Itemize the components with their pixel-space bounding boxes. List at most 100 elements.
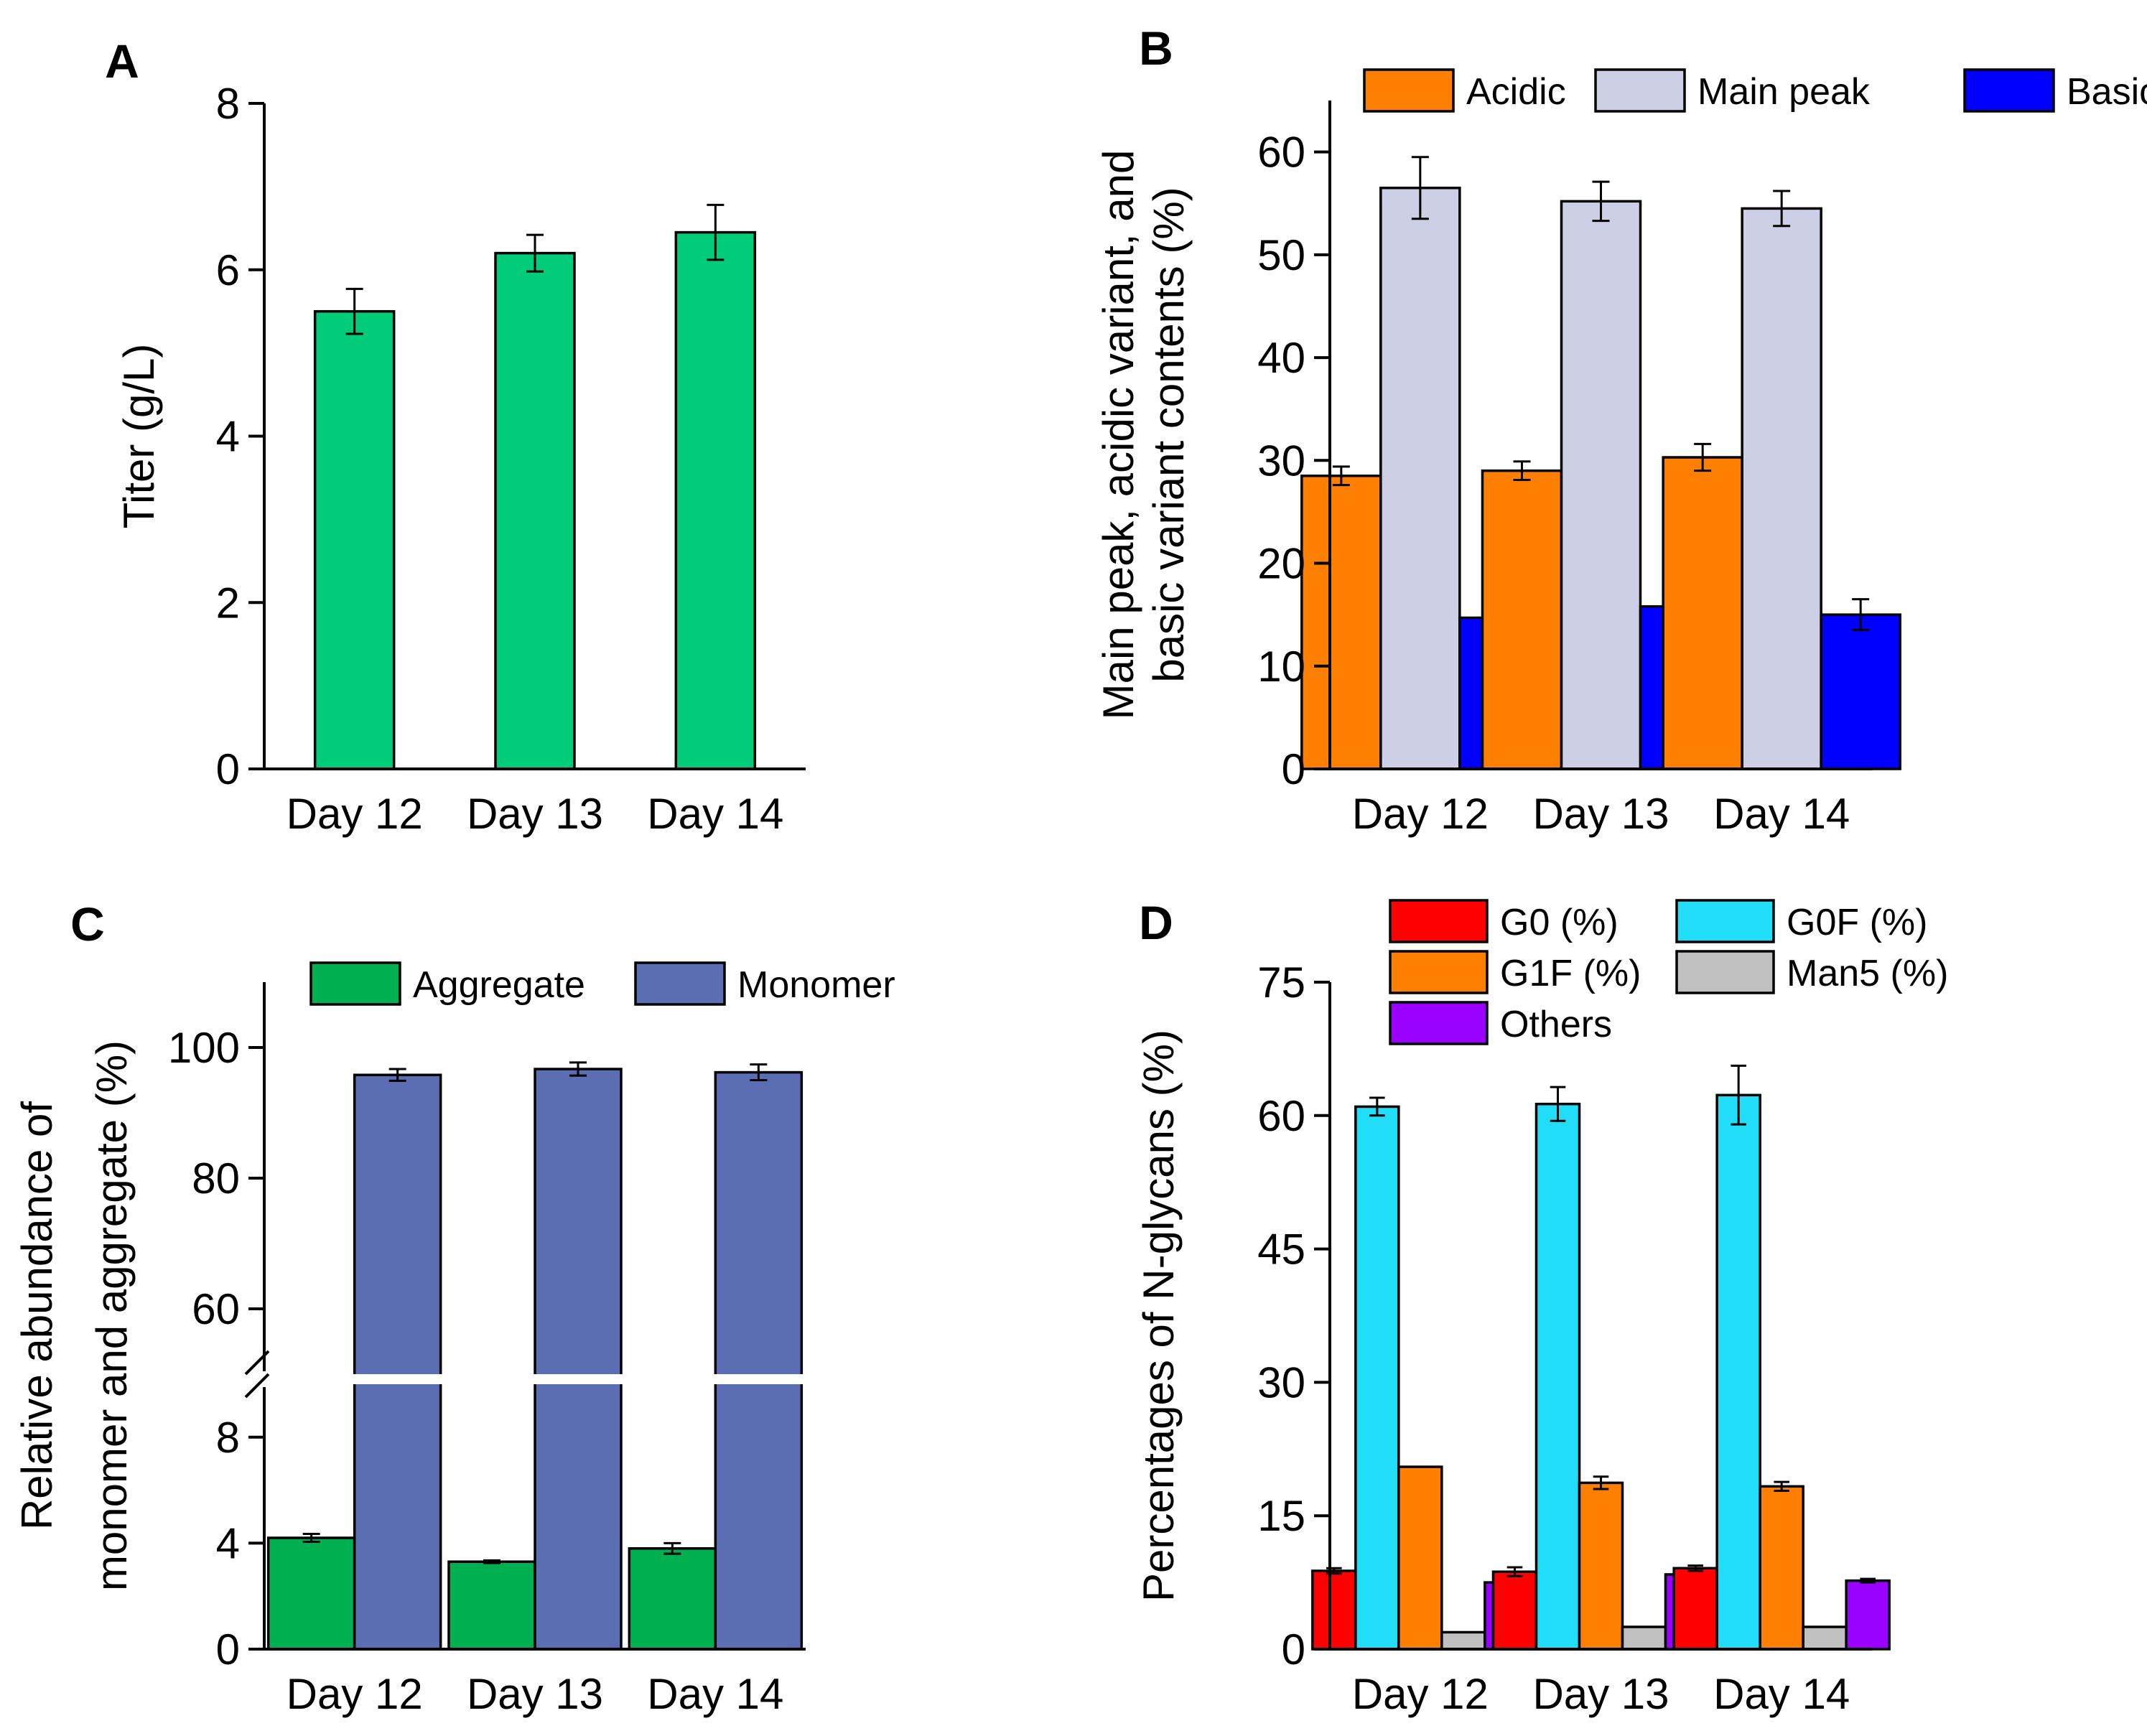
panel-d-bar-g0-day-13 [1491, 1570, 1538, 1651]
panel-c-x-tick-label-day-14: Day 14 [647, 1670, 783, 1718]
panel-d-legend-label-others: Others [1500, 1004, 1612, 1045]
panel-c-y-tick-label-100: 100 [168, 1024, 240, 1072]
panel-b-error-bar-acidic-day-13 [1513, 460, 1531, 482]
panel-a-titer-chart: A Day 12 Day 13 Day 14 0 2 4 6 8 Titer (g/L) [105, 34, 806, 838]
panel-c-y-axis-title: Relative abundance of monomer and aggrega… [13, 1040, 136, 1591]
panel-a-x-tick-label-day-12: Day 12 [287, 790, 423, 838]
panel-b-bar-acidic-day-13 [1481, 469, 1563, 770]
panel-c-x-tick-label-day-13: Day 13 [467, 1670, 603, 1718]
panel-d-y-axis-title: Percentages of N-glycans (%) [1135, 1030, 1183, 1602]
panel-d-bar-g0f-day-12 [1354, 1105, 1400, 1651]
panel-b-legend-swatch-basic [1963, 68, 2055, 113]
panel-d-bar-g1f-day-14 [1759, 1485, 1804, 1651]
panel-c-bar-monomer-day-13 [534, 1068, 623, 1651]
panel-d-error-bar-g0f-day-13 [1550, 1086, 1566, 1122]
panel-d-legend-swatch-others [1389, 1001, 1489, 1045]
panel-b-y-tick-label-30: 30 [1257, 437, 1305, 485]
panel-d-y-tick-label-30: 30 [1257, 1358, 1305, 1406]
panel-c-y-tick-label-4: 4 [216, 1519, 240, 1567]
panel-b-y-axis-title-line: Main peak, acidic variant, and [1094, 150, 1142, 720]
panel-c-aggregate-monomer-chart: C Day 12 Day 13 Day 14 0 4 8 60 80 100 Relative ab… [13, 897, 895, 1718]
panel-d-bar-man5-day-13 [1621, 1625, 1667, 1651]
panel-c-y-tick-label-0: 0 [216, 1625, 240, 1674]
panel-d-legend-swatch-g0 [1389, 899, 1489, 943]
panel-d-bar-g0-day-14 [1672, 1567, 1718, 1651]
panel-a-y-tick-label-8: 8 [216, 80, 240, 128]
panel-b-y-tick-label-10: 10 [1257, 643, 1305, 691]
panel-a-y-tick-label-0: 0 [216, 745, 240, 793]
panel-a-error-bar-titer-day-13 [526, 233, 544, 273]
panel-b-error-bar-main-peak-day-13 [1592, 180, 1610, 223]
panel-b-legend-label-basic: Basic [2067, 71, 2147, 113]
panel-d-x-tick-label-day-14: Day 14 [1713, 1670, 1850, 1718]
panel-b-error-bar-main-peak-day-14 [1773, 190, 1791, 228]
panel-b-y-tick-label-50: 50 [1257, 231, 1305, 279]
panel-c-bar-monomer-day-14 [714, 1070, 804, 1651]
panel-b-bar-acidic-day-14 [1662, 456, 1743, 770]
panel-d-x-tick-label-day-13: Day 13 [1532, 1670, 1669, 1718]
panel-d-y-axis-title-line: Percentages of N-glycans (%) [1135, 1030, 1183, 1602]
panel-d-error-bar-g1f-day-13 [1593, 1475, 1609, 1490]
panel-d-x-tick-label-day-12: Day 12 [1352, 1670, 1489, 1718]
panel-c-axis-break-mark [244, 1350, 270, 1399]
panel-b-bar-main-peak-day-14 [1741, 207, 1822, 770]
panel-d-y-tick-label-75: 75 [1257, 958, 1305, 1007]
panel-b-error-bar-basic-day-14 [1852, 598, 1870, 632]
panel-b-label: B [1139, 22, 1173, 75]
panel-b-error-bar-acidic-day-14 [1694, 442, 1712, 472]
panel-c-legend-swatch-monomer [634, 961, 726, 1006]
panel-b-charge-variants-chart: B Day 12 Day 13 Day 14 0 10 20 30 40 50 60 Main pea… [1094, 22, 2147, 838]
panel-c-legend-label-aggregate: Aggregate [413, 964, 585, 1006]
panel-c-error-bar-monomer-day-13 [569, 1061, 587, 1077]
panel-a-y-tick-label-6: 6 [216, 246, 240, 294]
panel-b-y-tick-label-40: 40 [1257, 334, 1305, 382]
panel-d-bar-g0-day-12 [1311, 1569, 1357, 1651]
panel-a-error-bar-titer-day-12 [345, 287, 363, 335]
panel-c-y-tick-label-80: 80 [192, 1154, 240, 1203]
panel-c-legend-label-monomer: Monomer [737, 964, 895, 1006]
panel-c-y-axis-title-line: monomer and aggregate (%) [88, 1040, 136, 1591]
panel-d-legend-label-man5: Man5 (%) [1787, 953, 1948, 994]
panel-d-error-bar-g0-day-13 [1506, 1566, 1523, 1577]
panel-b-bar-main-peak-day-13 [1560, 200, 1642, 770]
panel-d-bar-g1f-day-12 [1397, 1465, 1443, 1651]
panel-a-error-bar-titer-day-14 [707, 203, 725, 261]
panel-a-y-axis-title: Titer (g/L) [115, 344, 163, 529]
panel-c-axis-break-gap [269, 1374, 810, 1384]
panel-c-legend-swatch-aggregate [309, 961, 401, 1006]
panel-a-bar-titer-day-12 [313, 309, 396, 770]
panel-d-legend-label-g0: G0 (%) [1500, 902, 1619, 943]
panel-d-bar-man5-day-14 [1802, 1625, 1848, 1651]
panel-b-error-bar-main-peak-day-12 [1411, 156, 1429, 220]
panel-b-bar-acidic-day-12 [1300, 475, 1382, 770]
panel-a-y-axis-title-line: Titer (g/L) [115, 344, 163, 529]
panel-d-error-bar-g1f-day-14 [1774, 1480, 1789, 1493]
panel-b-legend-label-acidic: Acidic [1466, 71, 1566, 113]
panel-b-x-tick-label-day-13: Day 13 [1532, 790, 1669, 838]
panel-d-y-tick-label-60: 60 [1257, 1092, 1305, 1140]
panel-d-bar-g0f-day-14 [1715, 1093, 1761, 1651]
panel-d-legend-swatch-man5 [1675, 950, 1775, 994]
panel-c-error-bar-aggregate-day-13 [483, 1559, 500, 1564]
panel-a-bar-titer-day-14 [674, 230, 757, 770]
panel-d-y-tick-label-45: 45 [1257, 1226, 1305, 1274]
panel-a-label: A [105, 34, 139, 88]
panel-b-bar-basic-day-14 [1820, 613, 1901, 770]
panel-d-error-bar-others-day-14 [1860, 1577, 1876, 1584]
panel-c-bar-aggregate-day-12 [266, 1536, 356, 1651]
panel-d-bar-man5-day-12 [1440, 1630, 1486, 1651]
panel-d-legend-label-g1f: G1F (%) [1500, 953, 1641, 994]
panel-d-legend-swatch-g1f [1389, 950, 1489, 994]
panel-b-y-axis-title: Main peak, acidic variant, and basic vari… [1094, 150, 1193, 720]
panel-b-legend-swatch-main-peak [1594, 68, 1686, 113]
panel-c-error-bar-monomer-day-12 [388, 1068, 406, 1082]
panel-d-bar-g1f-day-13 [1578, 1481, 1624, 1651]
panel-b-y-tick-label-0: 0 [1282, 745, 1305, 793]
panel-d-y-tick-label-0: 0 [1282, 1625, 1305, 1674]
panel-b-y-tick-label-60: 60 [1257, 129, 1305, 177]
panel-b-legend-label-main-peak: Main peak [1697, 71, 1871, 113]
panel-a-x-tick-label-day-13: Day 13 [467, 790, 603, 838]
panel-b-y-tick-label-20: 20 [1257, 540, 1305, 588]
panel-d-error-bar-g0f-day-14 [1731, 1064, 1746, 1126]
panel-a-y-tick-label-4: 4 [216, 413, 240, 461]
